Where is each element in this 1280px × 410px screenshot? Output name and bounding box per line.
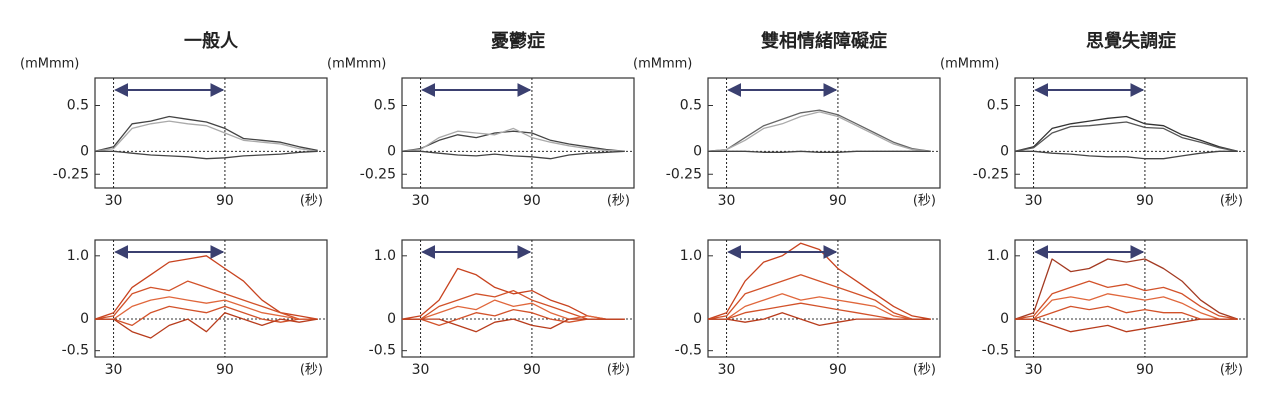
plot-frame xyxy=(1014,239,1248,358)
data-line xyxy=(1015,150,1238,160)
data-line xyxy=(95,150,318,160)
y-tick-label: 0 xyxy=(80,311,89,327)
data-line xyxy=(1015,293,1238,320)
plot-frame xyxy=(94,239,328,358)
y-tick-label: -0.5 xyxy=(369,343,396,359)
data-line xyxy=(1014,258,1238,320)
y-tick-label: 1.0 xyxy=(987,248,1009,264)
data-line xyxy=(401,130,625,152)
data-line xyxy=(95,305,318,327)
y-tick-label: -0.5 xyxy=(982,343,1009,359)
data-line xyxy=(1014,115,1238,152)
data-line xyxy=(402,289,625,320)
x-tick-label: 30 xyxy=(718,362,736,378)
panel-title: 雙相情緒障礙症 xyxy=(761,30,887,52)
x-unit: (秒) xyxy=(607,363,630,378)
y-tick-label: -0.5 xyxy=(62,343,89,359)
x-tick-label: 30 xyxy=(1025,362,1043,378)
y-tick-label: -0.25 xyxy=(53,166,89,182)
y-unit: (mMmm) xyxy=(940,57,999,72)
data-line xyxy=(95,312,318,339)
data-line xyxy=(402,150,625,160)
plot-frame xyxy=(401,239,635,358)
y-tick-label: 0.5 xyxy=(67,98,89,114)
x-tick-label: 90 xyxy=(216,362,234,378)
x-tick-label: 30 xyxy=(105,362,123,378)
data-line xyxy=(708,312,931,327)
y-tick-label: -0.25 xyxy=(973,166,1009,182)
x-unit: (秒) xyxy=(913,194,936,209)
data-line xyxy=(708,150,931,153)
y-tick-label: 0.5 xyxy=(680,98,702,114)
data-line xyxy=(95,296,318,320)
x-tick-label: 30 xyxy=(105,193,123,209)
x-tick-label: 30 xyxy=(718,193,736,209)
x-unit: (秒) xyxy=(300,363,323,378)
x-unit: (秒) xyxy=(913,363,936,378)
data-line xyxy=(1015,318,1238,333)
y-tick-label: 0 xyxy=(387,311,396,327)
y-unit: (mMmm) xyxy=(20,57,79,72)
x-unit: (秒) xyxy=(300,194,323,209)
y-tick-label: -0.25 xyxy=(666,166,702,182)
x-tick-label: 90 xyxy=(1136,362,1154,378)
y-tick-label: 1.0 xyxy=(374,248,396,264)
x-unit: (秒) xyxy=(1220,194,1243,209)
y-unit: (mMmm) xyxy=(327,57,386,72)
y-tick-label: -0.5 xyxy=(675,343,702,359)
plot-frame xyxy=(401,77,635,189)
data-line xyxy=(1014,121,1238,152)
plot-frame xyxy=(707,239,941,358)
y-tick-label: 0 xyxy=(1000,311,1009,327)
x-unit: (秒) xyxy=(607,194,630,209)
panel-title: 一般人 xyxy=(184,30,239,52)
x-tick-label: 90 xyxy=(523,362,541,378)
data-line xyxy=(94,280,318,320)
y-unit: (mMmm) xyxy=(633,57,692,72)
data-line xyxy=(94,120,318,152)
x-tick-label: 30 xyxy=(1025,193,1043,209)
data-line xyxy=(707,111,931,152)
plot-frame xyxy=(1014,77,1248,189)
data-line xyxy=(708,293,931,320)
y-tick-label: 0.5 xyxy=(374,98,396,114)
data-line xyxy=(401,267,625,320)
panel-title: 思覺失調症 xyxy=(1086,30,1176,52)
y-tick-label: 0.5 xyxy=(987,98,1009,114)
data-line xyxy=(401,127,625,152)
x-tick-label: 30 xyxy=(412,193,430,209)
data-line xyxy=(94,115,318,152)
y-tick-label: -0.25 xyxy=(360,166,396,182)
plot-frame xyxy=(94,77,328,189)
x-tick-label: 90 xyxy=(829,362,847,378)
x-tick-label: 90 xyxy=(523,193,541,209)
x-tick-label: 90 xyxy=(216,193,234,209)
y-tick-label: 0 xyxy=(80,143,89,159)
x-tick-label: 30 xyxy=(412,362,430,378)
data-line xyxy=(402,308,625,327)
y-tick-label: 0 xyxy=(693,143,702,159)
data-line xyxy=(707,109,931,152)
y-tick-label: 0 xyxy=(387,143,396,159)
y-tick-label: 0 xyxy=(693,311,702,327)
x-unit: (秒) xyxy=(1220,363,1243,378)
plot-frame xyxy=(707,77,941,189)
panel-title: 憂鬱症 xyxy=(491,30,545,52)
x-tick-label: 90 xyxy=(1136,193,1154,209)
y-tick-label: 1.0 xyxy=(67,248,89,264)
data-line xyxy=(1014,280,1238,320)
data-line xyxy=(402,299,625,320)
data-line xyxy=(707,274,931,320)
y-tick-label: 1.0 xyxy=(680,248,702,264)
y-tick-label: 0 xyxy=(1000,143,1009,159)
data-line xyxy=(402,318,625,333)
x-tick-label: 90 xyxy=(829,193,847,209)
